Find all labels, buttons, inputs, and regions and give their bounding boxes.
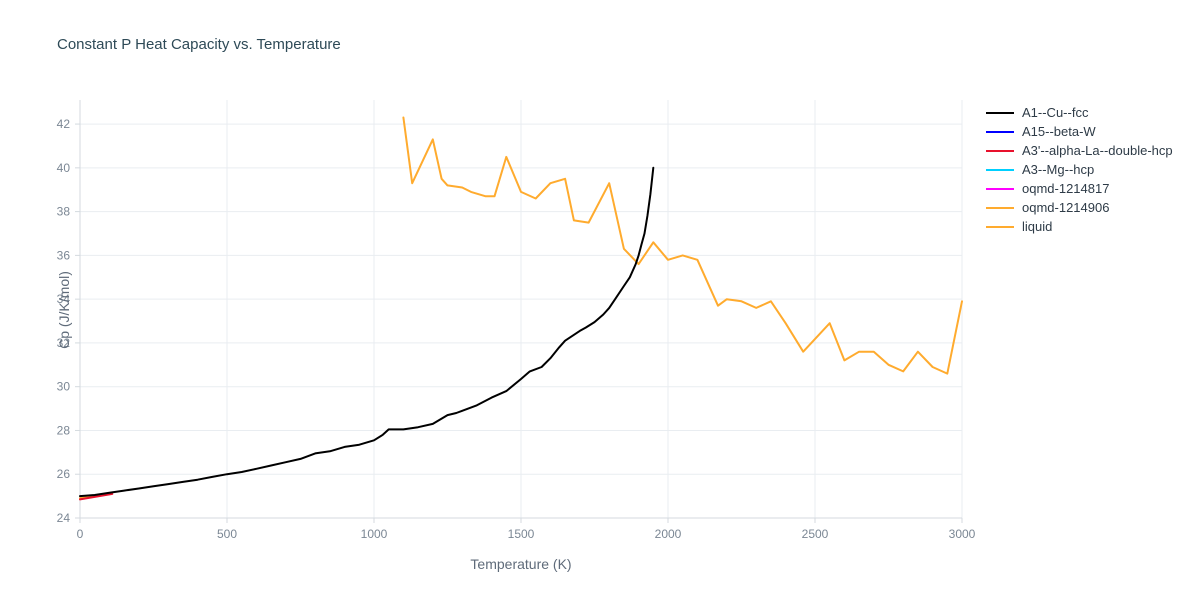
- legend-line-swatch: [986, 111, 1014, 114]
- legend-line-swatch: [986, 130, 1014, 133]
- series-line: [79, 166, 655, 498]
- x-tick-label: 500: [217, 527, 237, 541]
- y-tick-label: 30: [57, 380, 71, 394]
- legend-item[interactable]: A3--Mg--hcp: [986, 162, 1173, 177]
- y-tick-label: 24: [57, 511, 71, 525]
- legend: A1--Cu--fcc A15--beta-W A3'--alpha-La--dou…: [986, 105, 1173, 234]
- legend-item[interactable]: A1--Cu--fcc: [986, 105, 1173, 120]
- legend-label: A1--Cu--fcc: [1022, 105, 1089, 120]
- x-axis-label: Temperature (K): [470, 556, 572, 572]
- x-tick-label: 2000: [655, 527, 682, 541]
- legend-label: A3--Mg--hcp: [1022, 162, 1095, 177]
- legend-label: A3'--alpha-La--double-hcp: [1022, 143, 1173, 158]
- y-tick-label: 36: [57, 248, 71, 262]
- legend-line-swatch: [986, 225, 1014, 228]
- series-line: [79, 492, 114, 501]
- y-tick-label: 28: [57, 423, 71, 437]
- x-tick-label: 0: [77, 527, 84, 541]
- x-tick-label: 1000: [361, 527, 388, 541]
- y-tick-label: 26: [57, 467, 71, 481]
- y-axis-label: Cp (J/K/mol): [56, 271, 72, 349]
- x-tick-label: 2500: [802, 527, 829, 541]
- legend-item[interactable]: liquid: [986, 219, 1173, 234]
- y-tick-label: 40: [57, 161, 71, 175]
- legend-line-swatch: [986, 187, 1014, 190]
- legend-line-swatch: [986, 149, 1014, 152]
- y-tick-label: 42: [57, 117, 71, 131]
- legend-label: liquid: [1022, 219, 1053, 234]
- x-tick-label: 3000: [949, 527, 976, 541]
- legend-label: oqmd-1214906: [1022, 200, 1110, 215]
- legend-label: A15--beta-W: [1022, 124, 1096, 139]
- y-tick-label: 34: [57, 292, 71, 306]
- y-tick-label: 38: [57, 205, 71, 219]
- chart-title: Constant P Heat Capacity vs. Temperature: [57, 36, 341, 53]
- y-tick-label: 32: [57, 336, 71, 350]
- legend-item[interactable]: A15--beta-W: [986, 124, 1173, 139]
- legend-line-swatch: [986, 168, 1014, 171]
- legend-item[interactable]: oqmd-1214817: [986, 181, 1173, 196]
- legend-item[interactable]: A3'--alpha-La--double-hcp: [986, 143, 1173, 158]
- legend-item[interactable]: oqmd-1214906: [986, 200, 1173, 215]
- legend-line-swatch: [986, 206, 1014, 209]
- series-line: [402, 116, 963, 375]
- legend-label: oqmd-1214817: [1022, 181, 1110, 196]
- x-tick-label: 1500: [508, 527, 535, 541]
